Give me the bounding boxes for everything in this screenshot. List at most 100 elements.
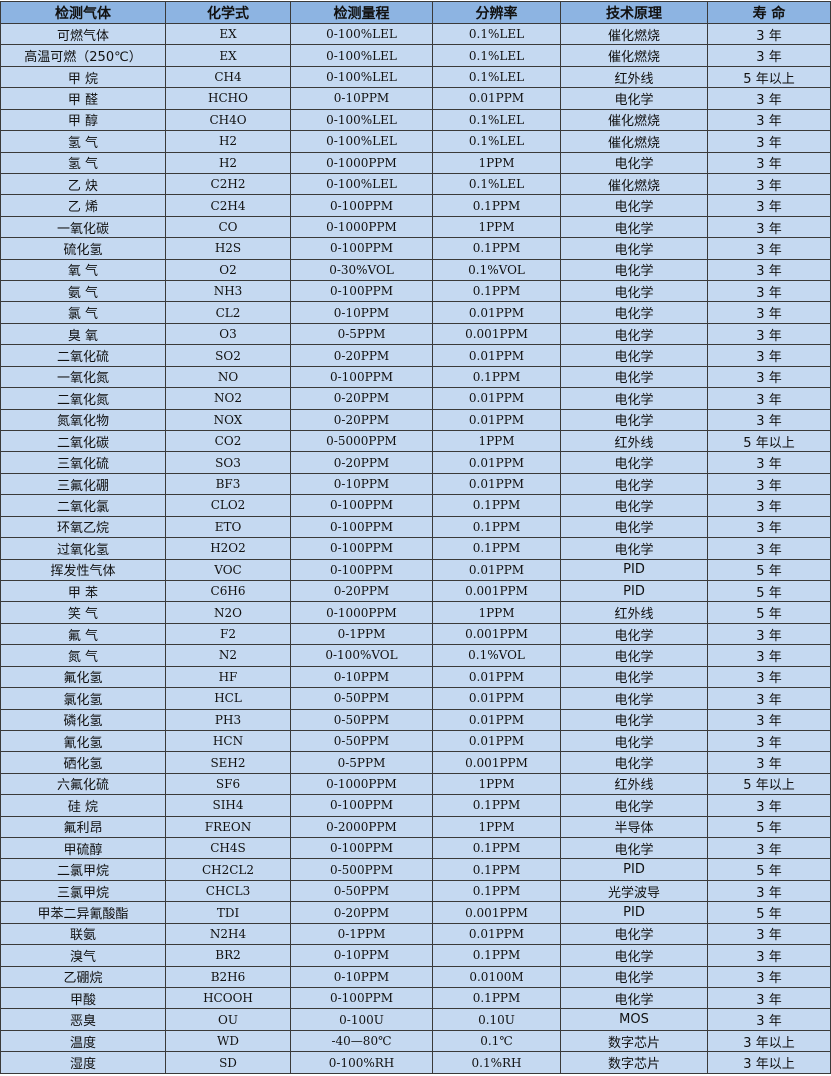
principle-cell: 电化学 [560, 301, 708, 324]
principle-cell: 电化学 [560, 644, 708, 667]
gas-cell: 氨 气 [0, 280, 166, 303]
range-cell: 0-100PPM [290, 194, 433, 217]
resolution-cell: 0.1PPM [432, 237, 561, 260]
formula-cell: BF3 [165, 472, 291, 496]
resolution-cell: 0.1PPM [432, 794, 561, 817]
range-cell: 0-100PPM [290, 494, 433, 517]
principle-cell: 电化学 [560, 344, 708, 367]
formula-cell: H2 [165, 151, 291, 174]
range-cell: 0-20PPM [290, 387, 433, 410]
range-cell: 0-10PPM [290, 944, 433, 967]
range-cell: 0-20PPM [290, 344, 433, 367]
formula-cell: SO3 [165, 451, 291, 474]
table-row: 甲酸 HCOOH 0-100PPM 0.1PPM 电化学 3 年 [0, 986, 831, 1010]
range-cell: -40—80℃ [290, 1029, 433, 1053]
resolution-cell: 0.01PPM [432, 687, 561, 710]
lifespan-cell: 3 年 [707, 215, 831, 239]
principle-cell: 红外线 [560, 772, 708, 796]
resolution-cell: 0.01PPM [432, 301, 561, 324]
principle-cell: 电化学 [560, 494, 708, 517]
table-row: 氨 气 NH3 0-100PPM 0.1PPM 电化学 3 年 [0, 280, 831, 303]
range-cell: 0-5000PPM [290, 430, 433, 453]
range-cell: 0-1PPM [290, 922, 433, 946]
principle-cell: 催化燃烧 [560, 22, 708, 46]
resolution-cell: 0.1%VOL [432, 258, 561, 282]
principle-cell: PID [560, 901, 708, 924]
resolution-cell: 1PPM [432, 151, 561, 174]
gas-cell: 硫化氢 [0, 237, 166, 260]
formula-cell: H2 [165, 130, 291, 153]
table-row: 氟化氢 HF 0-10PPM 0.01PPM 电化学 3 年 [0, 665, 831, 689]
header-resolution: 分辨率 [432, 1, 561, 24]
lifespan-cell: 3 年 [707, 472, 831, 496]
table-row: 乙 炔 C2H2 0-100%LEL 0.1%LEL 催化燃烧 3 年 [0, 172, 831, 196]
gas-cell: 乙 炔 [0, 172, 166, 196]
gas-cell: 氮 气 [0, 644, 166, 667]
gas-cell: 二氯甲烷 [0, 858, 166, 881]
range-cell: 0-100%LEL [290, 65, 433, 89]
range-cell: 0-100PPM [290, 837, 433, 860]
principle-cell: 光学波导 [560, 879, 708, 903]
resolution-cell: 0.01PPM [432, 472, 561, 496]
principle-cell: 电化学 [560, 151, 708, 174]
gas-cell: 一氧化碳 [0, 215, 166, 239]
formula-cell: OU [165, 1008, 291, 1031]
gas-cell: 硅 烷 [0, 794, 166, 817]
lifespan-cell: 3 年 [707, 387, 831, 410]
formula-cell: CH4S [165, 837, 291, 860]
lifespan-cell: 3 年 [707, 44, 831, 67]
range-cell: 0-100PPM [290, 794, 433, 817]
lifespan-cell: 3 年 [707, 751, 831, 774]
formula-cell: N2H4 [165, 922, 291, 946]
principle-cell: 数字芯片 [560, 1029, 708, 1053]
lifespan-cell: 3 年 [707, 515, 831, 539]
table-row: 氧 气 O2 0-30%VOL 0.1%VOL 电化学 3 年 [0, 258, 831, 282]
principle-cell: 电化学 [560, 258, 708, 282]
range-cell: 0-100%VOL [290, 644, 433, 667]
gas-cell: 氯化氢 [0, 687, 166, 710]
principle-cell: 电化学 [560, 751, 708, 774]
table-row: 湿度 SD 0-100%RH 0.1%RH 数字芯片 3 年以上 [0, 1051, 831, 1074]
lifespan-cell: 3 年 [707, 922, 831, 946]
gas-cell: 恶臭 [0, 1008, 166, 1031]
range-cell: 0-100U [290, 1008, 433, 1031]
table-row: 乙 烯 C2H4 0-100PPM 0.1PPM 电化学 3 年 [0, 194, 831, 217]
formula-cell: F2 [165, 622, 291, 646]
lifespan-cell: 3 年以上 [707, 1051, 831, 1074]
formula-cell: HCL [165, 687, 291, 710]
table-row: 氢 气 H2 0-100%LEL 0.1%LEL 催化燃烧 3 年 [0, 130, 831, 153]
formula-cell: FREON [165, 815, 291, 839]
table-row: 氟 气 F2 0-1PPM 0.001PPM 电化学 3 年 [0, 622, 831, 646]
table-row: 二氧化碳 CO2 0-5000PPM 1PPM 红外线 5 年以上 [0, 430, 831, 453]
table-row: 联氨 N2H4 0-1PPM 0.01PPM 电化学 3 年 [0, 922, 831, 946]
gas-cell: 氢 气 [0, 130, 166, 153]
table-row: 磷化氢 PH3 0-50PPM 0.01PPM 电化学 3 年 [0, 708, 831, 731]
lifespan-cell: 3 年 [707, 258, 831, 282]
table-row: 甲苯二异氰酸酯 TDI 0-20PPM 0.001PPM PID 5 年 [0, 901, 831, 924]
header-row: 检测气体 化学式 检测量程 分辨率 技术原理 寿 命 [0, 1, 831, 24]
formula-cell: H2S [165, 237, 291, 260]
gas-cell: 二氧化氮 [0, 387, 166, 410]
lifespan-cell: 5 年以上 [707, 772, 831, 796]
table-row: 挥发性气体 VOC 0-100PPM 0.01PPM PID 5 年 [0, 558, 831, 581]
lifespan-cell: 3 年 [707, 537, 831, 560]
lifespan-cell: 5 年 [707, 558, 831, 581]
table-row: 氮 气 N2 0-100%VOL 0.1%VOL 电化学 3 年 [0, 644, 831, 667]
resolution-cell: 0.001PPM [432, 622, 561, 646]
gas-cell: 乙硼烷 [0, 965, 166, 988]
gas-cell: 甲 醇 [0, 108, 166, 132]
principle-cell: 催化燃烧 [560, 44, 708, 67]
range-cell: 0-1PPM [290, 622, 433, 646]
lifespan-cell: 3 年 [707, 280, 831, 303]
formula-cell: NOX [165, 408, 291, 432]
principle-cell: 红外线 [560, 601, 708, 624]
formula-cell: NO [165, 365, 291, 389]
lifespan-cell: 3 年 [707, 108, 831, 132]
range-cell: 0-10PPM [290, 87, 433, 110]
resolution-cell: 0.1%LEL [432, 130, 561, 153]
resolution-cell: 1PPM [432, 430, 561, 453]
principle-cell: 电化学 [560, 665, 708, 689]
lifespan-cell: 3 年以上 [707, 1029, 831, 1053]
principle-cell: 电化学 [560, 472, 708, 496]
